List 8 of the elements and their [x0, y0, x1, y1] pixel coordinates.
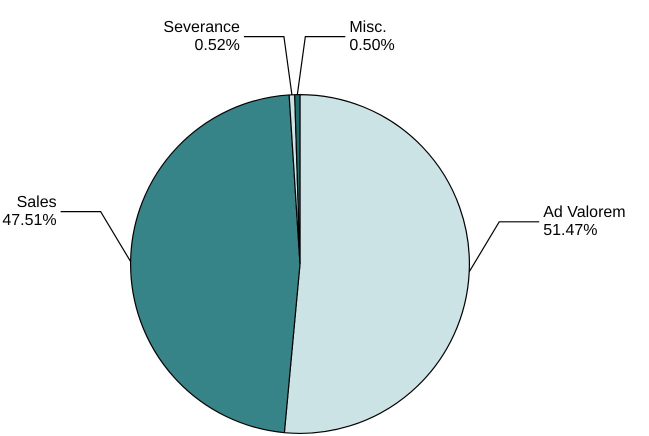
slice-label: Severance	[163, 19, 240, 36]
data-label: 47.51%	[2, 212, 57, 230]
slice-label: Misc.	[349, 19, 387, 36]
data-label: 0.52%	[194, 37, 240, 54]
data-label: 0.50%	[349, 37, 395, 54]
slice-label: Sales	[16, 194, 57, 212]
data-label: 51.47%	[543, 222, 598, 240]
slice-label: Ad Valorem	[543, 204, 626, 222]
